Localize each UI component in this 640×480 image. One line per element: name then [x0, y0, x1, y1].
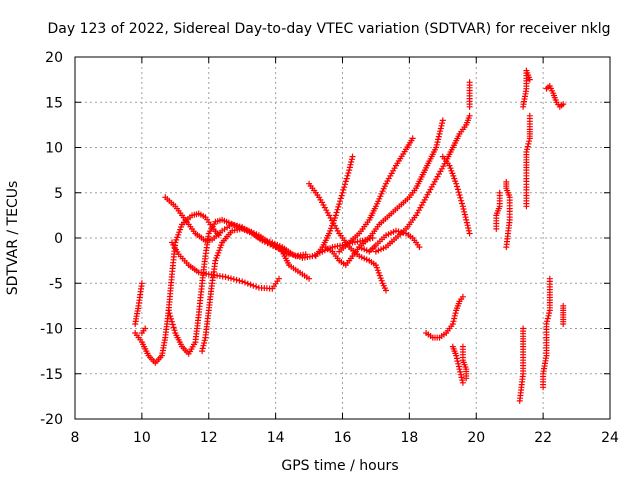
data-point-marks: [132, 280, 145, 327]
x-tick-label: 18: [400, 430, 418, 446]
series-track-24: [523, 112, 533, 210]
series-track-17: [449, 343, 466, 386]
series-track-1: [132, 280, 145, 327]
data-point-marks: [459, 343, 470, 382]
series-track-10: [322, 117, 446, 269]
series-track-9: [306, 180, 389, 294]
data-point-marks: [493, 189, 503, 232]
data-point-marks: [312, 153, 356, 260]
series-track-23: [520, 67, 533, 110]
data-point-marks: [520, 67, 533, 110]
data-point-marks: [516, 325, 527, 404]
y-tick-label: 20: [45, 50, 63, 66]
data-point-marks: [423, 293, 466, 341]
data-point-marks: [322, 117, 446, 269]
x-tick-label: 22: [534, 430, 552, 446]
data-point-marks: [138, 325, 149, 336]
data-point-marks: [132, 210, 222, 366]
series-track-2: [132, 210, 222, 366]
series-track-8: [279, 248, 313, 282]
y-axis-label: SDTVAR / TECUs: [5, 181, 21, 296]
data-point-marks: [306, 180, 389, 294]
y-tick-label: 10: [45, 141, 63, 157]
x-tick-label: 24: [601, 430, 619, 446]
axis-ticks: [74, 56, 611, 420]
x-axis-label: GPS time / hours: [281, 458, 398, 474]
data-point-marks: [336, 135, 416, 255]
tick-labels: 8 10 12 14 16 18 20 22 24 -20 -15 -10 -5 0 5 10 15 20: [40, 50, 619, 446]
data-point-marks: [540, 275, 553, 391]
x-tick-label: 16: [334, 430, 352, 446]
series-track-22: [516, 325, 527, 404]
data-point-marks: [449, 343, 466, 386]
series-track-18: [459, 343, 470, 382]
series-track-26: [543, 83, 567, 110]
grid-lines: [75, 57, 610, 419]
data-point-marks: [439, 153, 473, 237]
series-track-19: [466, 79, 473, 110]
x-tick-label: 12: [200, 430, 218, 446]
data-point-marks: [279, 248, 313, 282]
y-tick-label: 5: [54, 186, 63, 202]
series-track-16: [423, 293, 466, 341]
series-track-21: [503, 178, 513, 251]
data-point-marks: [543, 83, 567, 110]
y-tick-label: 0: [54, 231, 63, 247]
data-point-marks: [503, 178, 513, 251]
data-point-marks: [523, 112, 533, 210]
chart-title: Day 123 of 2022, Sidereal Day-to-day VTE…: [48, 21, 611, 37]
series-track-11: [312, 153, 356, 260]
y-tick-label: 15: [45, 95, 63, 111]
x-tick-label: 20: [467, 430, 485, 446]
series-track-27: [560, 302, 567, 327]
series-track-12: [336, 135, 416, 255]
y-tick-label: -5: [49, 276, 63, 292]
x-tick-label: 10: [133, 430, 151, 446]
series-track-20: [493, 189, 503, 232]
y-tick-label: -10: [40, 322, 63, 338]
series-track-25: [540, 275, 553, 391]
series-track-6: [169, 239, 282, 292]
series-track-5: [165, 216, 292, 357]
y-tick-label: -20: [40, 412, 63, 428]
x-tick-label: 14: [267, 430, 285, 446]
x-tick-label: 8: [71, 430, 80, 446]
y-tick-label: -15: [40, 367, 63, 383]
data-point-marks: [560, 302, 567, 327]
series-track-15: [439, 153, 473, 237]
data-point-marks: [169, 239, 282, 292]
data-point-marks: [165, 216, 292, 357]
series-track-3: [138, 325, 149, 336]
data-point-marks: [466, 79, 473, 110]
data-points: [132, 67, 567, 404]
